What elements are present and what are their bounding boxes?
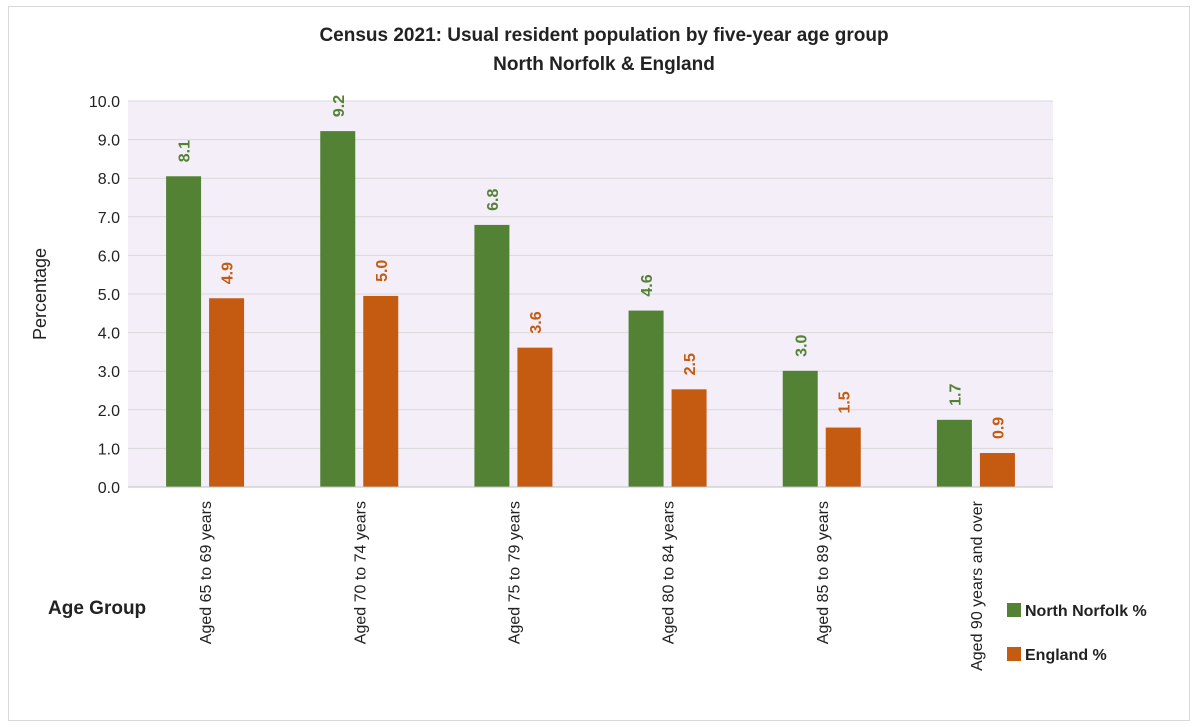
y-tick-label: 6.0 <box>98 248 120 265</box>
data-label: 3.0 <box>793 334 810 356</box>
bar-england <box>517 347 553 487</box>
y-axis-ticks: 0.0 1.0 2.0 3.0 4.0 5.0 6.0 7.0 8.0 9.0 10.0 <box>89 94 120 497</box>
data-label: 9.2 <box>331 95 348 117</box>
category-label: Aged 80 to 84 years <box>661 501 678 644</box>
bar-north-norfolk <box>166 176 202 487</box>
legend-swatch-england <box>1007 647 1021 661</box>
y-tick-label: 3.0 <box>98 364 120 381</box>
bar-north-norfolk <box>320 131 356 487</box>
bar-england <box>825 427 861 487</box>
x-axis-title: Age Group <box>48 598 146 619</box>
data-label: 8.1 <box>177 140 194 162</box>
bar-england <box>979 453 1015 487</box>
y-tick-label: 8.0 <box>98 171 120 188</box>
bar-north-norfolk <box>474 224 510 487</box>
data-label: 5.0 <box>374 260 391 282</box>
category-labels: Aged 65 to 69 years Aged 70 to 74 years Ag… <box>198 500 986 671</box>
data-label: 4.9 <box>220 262 237 284</box>
legend: North Norfolk % England % <box>1007 603 1147 664</box>
legend-label-north-norfolk: North Norfolk % <box>1025 603 1147 620</box>
y-tick-label: 9.0 <box>98 133 120 150</box>
data-label: 1.5 <box>836 391 853 413</box>
bar-north-norfolk <box>936 419 972 487</box>
data-labels: 8.1 4.9 9.2 5.0 6.8 3.6 4.6 2.5 3.0 1.5 1.7 0.9 <box>177 95 1008 439</box>
bars <box>166 131 1015 487</box>
chart-subtitle: North Norfolk & England <box>493 54 715 75</box>
bar-england <box>363 295 399 487</box>
data-label: 2.5 <box>682 353 699 375</box>
data-label: 3.6 <box>528 311 545 333</box>
data-label: 4.6 <box>639 274 656 296</box>
bar-england <box>671 389 707 487</box>
y-tick-label: 1.0 <box>98 441 120 458</box>
legend-swatch-north-norfolk <box>1007 603 1021 617</box>
y-axis-title: Percentage <box>30 248 50 340</box>
legend-label-england: England % <box>1025 647 1107 664</box>
chart-title: Census 2021: Usual resident population b… <box>319 25 888 46</box>
category-label: Aged 75 to 79 years <box>506 501 523 644</box>
data-label: 6.8 <box>485 189 502 211</box>
y-tick-label: 10.0 <box>89 94 120 111</box>
y-tick-label: 5.0 <box>98 287 120 304</box>
category-label: Aged 65 to 69 years <box>198 501 215 644</box>
bar-north-norfolk <box>782 370 818 487</box>
y-tick-label: 2.0 <box>98 403 120 420</box>
category-label: Aged 70 to 74 years <box>352 501 369 644</box>
y-tick-label: 4.0 <box>98 326 120 343</box>
category-label: Aged 85 to 89 years <box>815 501 832 644</box>
category-label: Aged 90 years and over <box>969 500 986 671</box>
gridlines <box>128 100 1053 449</box>
bar-england <box>209 298 245 487</box>
y-tick-label: 0.0 <box>98 480 120 497</box>
y-tick-label: 7.0 <box>98 210 120 227</box>
bar-north-norfolk <box>628 310 664 487</box>
data-label: 0.9 <box>990 417 1007 439</box>
data-label: 1.7 <box>947 383 964 405</box>
